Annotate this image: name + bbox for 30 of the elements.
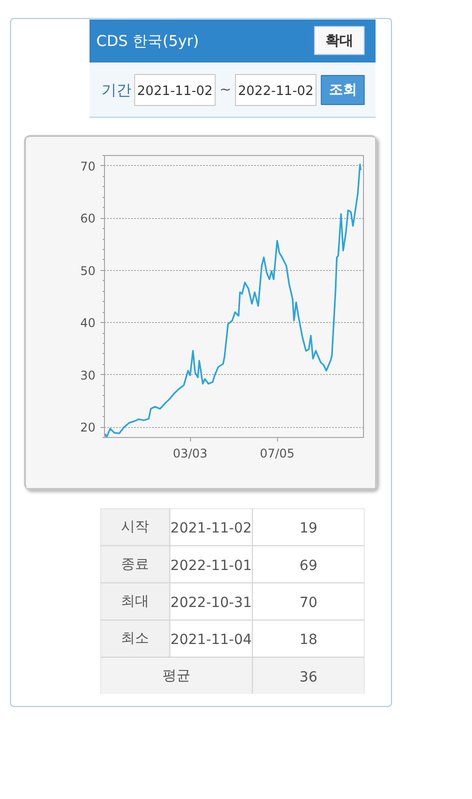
text: 확대 bbox=[325, 33, 354, 49]
text: 조회 bbox=[328, 82, 357, 98]
text: 시작 bbox=[121, 519, 150, 536]
text: 2022-10-31 bbox=[170, 595, 252, 611]
text: 69 bbox=[300, 558, 318, 574]
text: 19 bbox=[300, 520, 318, 537]
line-series bbox=[104, 164, 362, 438]
y-tick-label: 50 bbox=[80, 264, 96, 278]
text: 최소 bbox=[121, 630, 150, 647]
text: 2022-11-02 bbox=[238, 84, 314, 99]
text: 18 bbox=[300, 632, 318, 648]
x-tick-label: 03/03 bbox=[172, 446, 208, 460]
x-tick-label: 07/05 bbox=[260, 446, 294, 460]
text: ~ bbox=[219, 82, 232, 98]
text: 2021-11-04 bbox=[170, 632, 252, 648]
text: 36 bbox=[300, 669, 318, 686]
text: 70 bbox=[300, 595, 318, 611]
text: 2021-11-02 bbox=[170, 520, 252, 537]
y-tick-label: 60 bbox=[80, 212, 96, 226]
chart-title: CDS 한국(5yr) bbox=[96, 32, 199, 50]
y-tick-label: 40 bbox=[80, 316, 96, 330]
text: 기간 bbox=[102, 81, 132, 99]
text: 평균 bbox=[162, 668, 190, 684]
text: 2022-11-01 bbox=[170, 558, 252, 574]
y-tick-label: 70 bbox=[80, 159, 96, 174]
y-tick-label: 30 bbox=[80, 368, 96, 382]
text: 최대 bbox=[121, 594, 150, 610]
text: 종료 bbox=[121, 556, 150, 572]
y-tick-label: 20 bbox=[80, 420, 96, 435]
text: 2021-11-02 bbox=[137, 84, 213, 99]
